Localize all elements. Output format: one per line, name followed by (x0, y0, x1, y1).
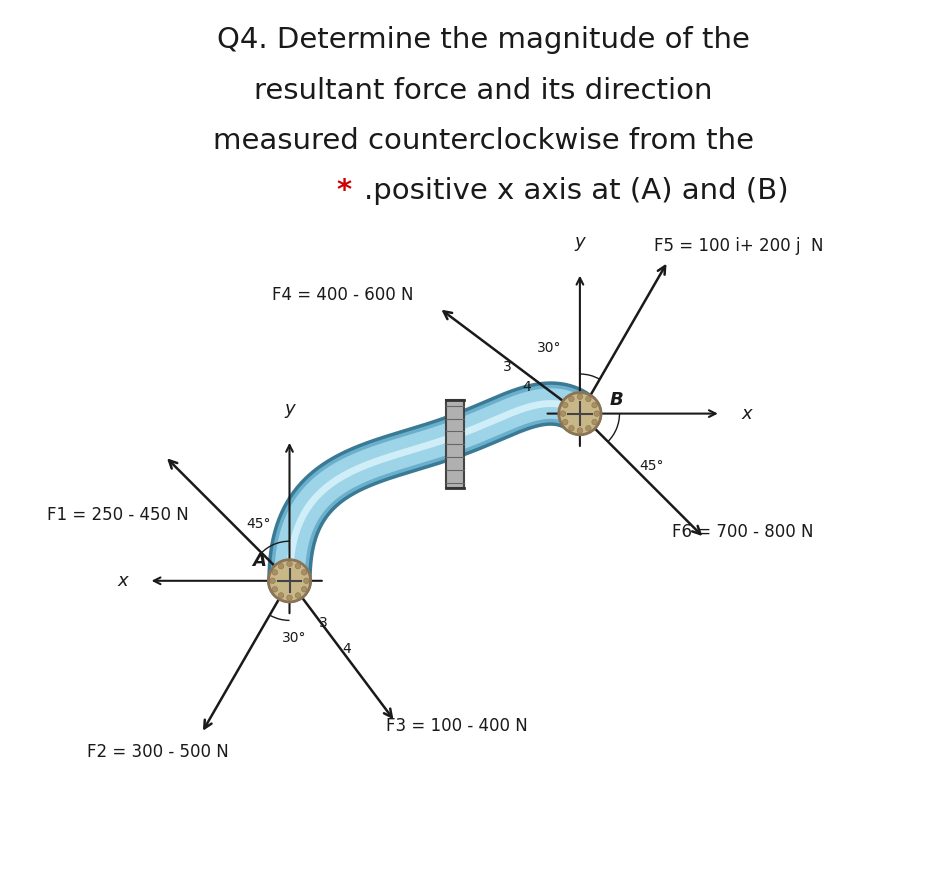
Text: F3 = 100 - 400 N: F3 = 100 - 400 N (385, 717, 528, 735)
Circle shape (278, 563, 284, 568)
Text: resultant force and its direction: resultant force and its direction (254, 77, 712, 105)
Text: measured counterclockwise from the: measured counterclockwise from the (212, 127, 753, 155)
Text: F6 = 700 - 800 N: F6 = 700 - 800 N (672, 524, 814, 541)
Bar (446, 400, 464, 488)
Circle shape (559, 392, 601, 435)
Circle shape (594, 411, 600, 416)
Text: x: x (742, 405, 752, 422)
Circle shape (304, 578, 309, 583)
Text: F1 = 250 - 450 N: F1 = 250 - 450 N (47, 506, 189, 524)
Text: F4 = 400 - 600 N: F4 = 400 - 600 N (272, 286, 413, 304)
Circle shape (560, 411, 566, 416)
Text: 45°: 45° (247, 517, 271, 531)
Circle shape (569, 396, 574, 401)
Text: 4: 4 (343, 642, 351, 656)
Circle shape (592, 419, 598, 425)
Circle shape (268, 560, 311, 602)
Circle shape (295, 563, 301, 568)
Text: y: y (284, 400, 295, 418)
Circle shape (586, 396, 591, 401)
Circle shape (577, 428, 583, 433)
Circle shape (272, 569, 277, 576)
Circle shape (569, 426, 574, 431)
Circle shape (295, 593, 301, 598)
Circle shape (302, 586, 307, 592)
Circle shape (562, 402, 568, 408)
Circle shape (272, 586, 277, 592)
Text: B: B (610, 392, 624, 409)
Text: F5 = 100 i+ 200 j  N: F5 = 100 i+ 200 j N (654, 238, 823, 255)
Circle shape (577, 394, 583, 400)
Text: Q4. Determine the magnitude of the: Q4. Determine the magnitude of the (217, 26, 749, 55)
Text: 30°: 30° (537, 341, 561, 355)
Text: x: x (117, 572, 128, 590)
Circle shape (270, 578, 276, 583)
Circle shape (592, 402, 598, 408)
Circle shape (287, 561, 292, 567)
Text: y: y (574, 233, 586, 251)
Circle shape (278, 593, 284, 598)
Text: .positive x axis at (A) and (B): .positive x axis at (A) and (B) (364, 177, 789, 205)
Text: 45°: 45° (640, 459, 665, 473)
Text: F2 = 300 - 500 N: F2 = 300 - 500 N (87, 744, 228, 761)
Text: 4: 4 (522, 380, 532, 394)
Circle shape (287, 595, 292, 600)
Circle shape (586, 426, 591, 431)
Text: 3: 3 (504, 360, 512, 374)
Circle shape (302, 569, 307, 576)
Text: 30°: 30° (282, 631, 306, 645)
Text: 3: 3 (318, 616, 328, 630)
Text: *: * (336, 177, 351, 205)
Text: A: A (251, 553, 265, 570)
Circle shape (562, 419, 568, 425)
